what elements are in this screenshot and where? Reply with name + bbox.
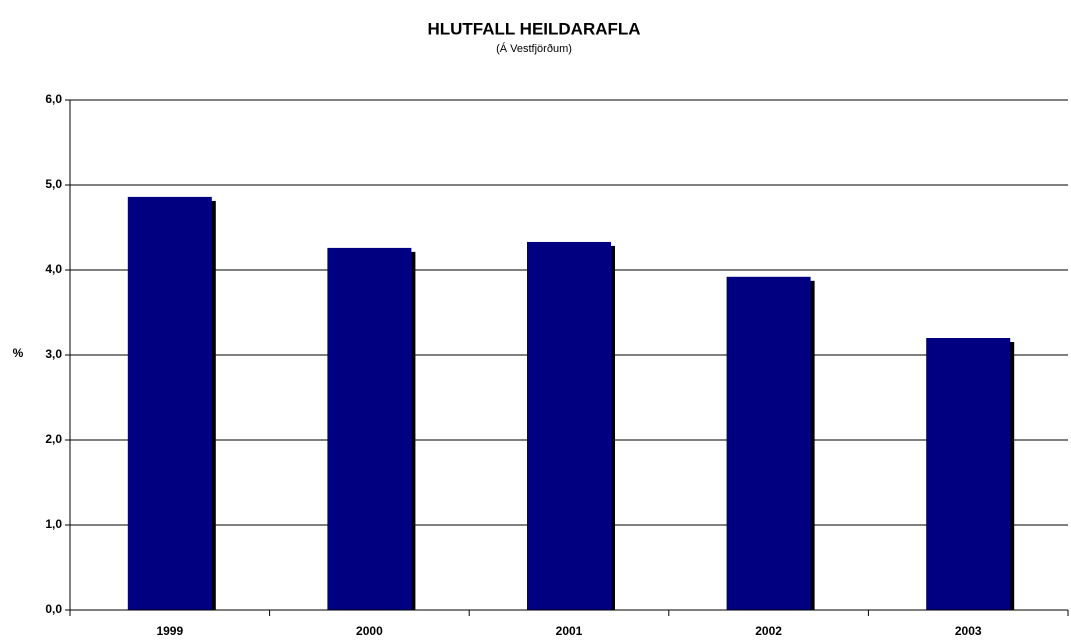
y-tick-label: 4,0 [45,262,62,276]
x-tick-label: 2001 [556,624,583,638]
bar [127,196,212,610]
bar [926,338,1011,610]
bar [726,276,811,610]
chart-title: HLUTFALL HEILDARAFLA [427,19,640,38]
bar [527,241,611,610]
y-tick-label: 6,0 [45,92,62,106]
y-tick-label: 1,0 [45,517,62,531]
y-tick-label: 0,0 [45,602,62,616]
y-axis-label: % [13,346,24,360]
bar [327,247,412,610]
x-tick-label: 2003 [955,624,982,638]
y-tick-label: 3,0 [45,347,62,361]
x-tick-label: 2000 [356,624,383,638]
chart-subtitle: (Á Vestfjörðum) [496,42,572,55]
y-tick-label: 2,0 [45,432,62,446]
x-tick-label: 1999 [156,624,183,638]
y-tick-label: 5,0 [45,177,62,191]
x-tick-label: 2002 [755,624,782,638]
